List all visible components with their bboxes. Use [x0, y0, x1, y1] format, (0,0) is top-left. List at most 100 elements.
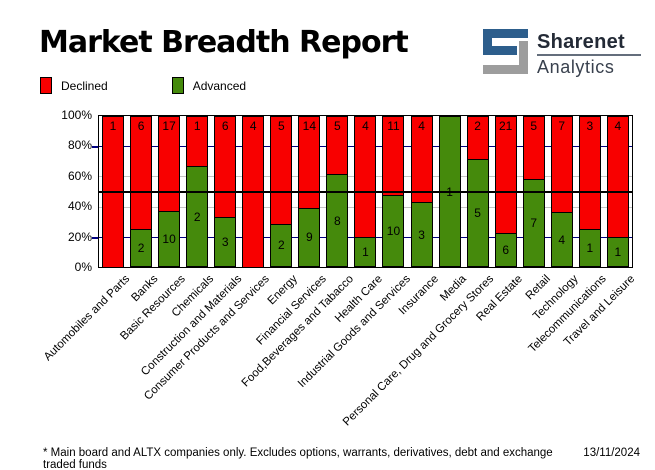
- bar-column: 11 10: [379, 116, 407, 267]
- declined-count-label: 4: [362, 119, 369, 133]
- advanced-count-label: 6: [502, 243, 510, 258]
- bar-segment-declined: 4: [354, 116, 377, 237]
- bar-segment-advanced: 10: [382, 195, 405, 267]
- advanced-count-label: 8: [334, 213, 341, 228]
- legend-item-declined: Declined: [40, 77, 108, 94]
- advanced-count-label: 1: [362, 244, 369, 259]
- bar-segment-advanced: 6: [494, 233, 517, 267]
- advanced-count-label: 1: [614, 244, 622, 259]
- bar-segment-declined: 6: [214, 116, 237, 217]
- logo-divider: [537, 54, 641, 56]
- advanced-count-label: 9: [306, 230, 313, 245]
- bar-segment-declined: 5: [326, 116, 349, 175]
- advanced-swatch: [171, 77, 184, 94]
- bar-segment-declined: 4: [606, 116, 629, 237]
- bar-segment-advanced: 2: [270, 223, 293, 267]
- logo-subtitle: Analytics: [537, 57, 615, 77]
- bar-segment-declined: 21: [494, 116, 517, 234]
- declined-count-label: 6: [137, 119, 145, 133]
- advanced-count-label: 2: [193, 209, 201, 224]
- bar-segment-advanced: 1: [606, 236, 629, 267]
- footer: * Main board and ALTX companies only. Ex…: [43, 447, 640, 470]
- declined-count-label: 2: [474, 119, 481, 133]
- declined-count-label: 4: [418, 119, 425, 133]
- declined-count-label: 6: [221, 119, 229, 133]
- bar-segment-declined: 1: [186, 116, 209, 167]
- y-axis-label: 100%: [61, 108, 92, 122]
- declined-count-label: 1: [193, 119, 201, 133]
- footer-note: * Main board and ALTX companies only. Ex…: [43, 447, 553, 470]
- bar-column: 17 10: [155, 116, 183, 267]
- advanced-count-label: 4: [558, 232, 566, 247]
- bar-segment-declined: 5: [270, 116, 293, 224]
- y-axis-label: 0%: [74, 260, 92, 274]
- y-axis-label: 40%: [67, 199, 92, 214]
- bar-segment-declined: 14: [298, 116, 321, 208]
- plot-area: 1621710126345214958411110431252165774314…: [92, 115, 633, 268]
- bar-segment-advanced: 2: [130, 229, 153, 267]
- bar-segment-advanced: 3: [214, 216, 237, 267]
- declined-count-label: 5: [530, 119, 538, 133]
- advanced-count-label: 2: [137, 241, 145, 256]
- advanced-count-label: 5: [474, 206, 481, 221]
- advanced-count-label: 1: [586, 241, 594, 256]
- bar-segment-advanced: 8: [326, 174, 349, 267]
- declined-count-label: 4: [249, 119, 257, 133]
- legend: Declined Advanced: [40, 77, 246, 94]
- bars-container: 1621710126345214958411110431252165774314…: [99, 116, 632, 267]
- y-axis-label: 80%: [67, 138, 92, 153]
- legend-item-advanced: Advanced: [171, 77, 247, 94]
- bar-segment-declined: 6: [130, 116, 153, 230]
- bar-segment-advanced: 3: [410, 202, 433, 267]
- bar-segment-advanced: 7: [522, 178, 545, 267]
- declined-swatch: [40, 77, 52, 94]
- bar-segment-advanced: 4: [550, 212, 573, 267]
- sharenet-logo-icon: [483, 29, 528, 79]
- declined-count-label: 3: [586, 119, 594, 133]
- advanced-count-label: 10: [386, 224, 401, 239]
- declined-count-label: 4: [614, 119, 622, 133]
- logo-name: Sharenet: [537, 31, 625, 53]
- advanced-count-label: 2: [277, 238, 285, 253]
- declined-label: Declined: [61, 78, 108, 93]
- bar-segment-advanced: 10: [158, 211, 181, 267]
- bar-segment-advanced: 9: [298, 207, 321, 267]
- y-axis-tick: [92, 236, 98, 239]
- bar-segment-advanced: 2: [186, 166, 209, 267]
- declined-count-label: 11: [387, 119, 400, 133]
- bar-segment-declined: 3: [578, 116, 601, 230]
- footer-date: 13/11/2024: [583, 447, 640, 459]
- logo-text: Sharenet Analytics: [537, 31, 641, 77]
- x-axis-label: Automobiles and Parts: [41, 273, 133, 364]
- declined-count-label: 5: [334, 119, 341, 133]
- bar-column: 21 6: [492, 116, 520, 267]
- declined-count-label: 21: [498, 119, 513, 133]
- advanced-label: Advanced: [192, 78, 247, 93]
- sharenet-logo: Sharenet Analytics: [483, 29, 641, 79]
- advanced-count-label: 10: [162, 232, 176, 247]
- declined-count-label: 14: [302, 119, 317, 133]
- bar-segment-advanced: 1: [578, 229, 601, 267]
- bar-segment-declined: 5: [522, 116, 545, 179]
- y-axis-tick: [92, 146, 98, 149]
- advanced-count-label: 3: [221, 234, 229, 249]
- y-axis-label: 60%: [67, 168, 92, 183]
- declined-count-label: 17: [162, 119, 176, 133]
- bar-segment-advanced: 5: [466, 159, 489, 267]
- bar-segment-declined: 7: [550, 116, 573, 213]
- advanced-count-label: 3: [418, 227, 425, 242]
- declined-count-label: 7: [558, 119, 566, 133]
- advanced-count-label: 7: [530, 215, 538, 230]
- y-axis-label: 20%: [67, 229, 92, 244]
